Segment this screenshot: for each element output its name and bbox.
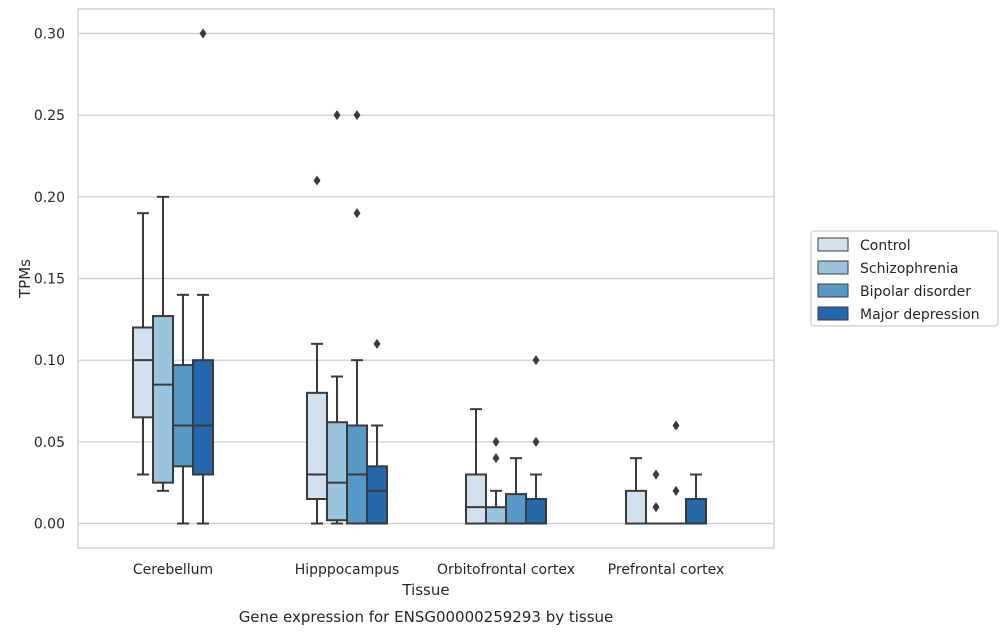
box-iqr [525, 498, 547, 525]
box-iqr [485, 506, 507, 525]
y-axis-label: TPMs [16, 259, 34, 299]
box-iqr [192, 359, 214, 476]
y-tick-label: 0.05 [34, 435, 65, 451]
outlier-point [492, 436, 500, 447]
legend-label: Bipolar disorder [860, 284, 971, 300]
outlier-point [333, 110, 341, 121]
box-schizophrenia [152, 195, 174, 492]
box-schizophrenia [326, 110, 348, 525]
outlier-point [672, 485, 680, 496]
y-tick-label: 0.10 [34, 353, 65, 369]
boxes [132, 28, 707, 525]
y-axis-ticks: 0.00 0.05 0.10 0.15 0.20 0.25 0.30 [34, 27, 65, 533]
y-tick-label: 0.20 [34, 190, 65, 206]
box-major-depression [366, 338, 388, 525]
box-major-depression [685, 473, 707, 525]
box-iqr [625, 489, 647, 525]
box-iqr [505, 493, 527, 525]
box-iqr [132, 326, 154, 419]
legend-label: Control [860, 238, 911, 254]
y-tick-label: 0.25 [34, 108, 65, 124]
box-schizophrenia [646, 469, 666, 525]
box-control [625, 457, 647, 525]
outlier-point [313, 175, 321, 186]
box-iqr [306, 391, 328, 501]
y-tick-label: 0.15 [34, 272, 65, 288]
x-tick-label: Hipppocampus [295, 562, 400, 578]
box-major-depression [525, 355, 547, 525]
legend-swatch [817, 283, 849, 298]
box-control [465, 408, 487, 525]
y-tick-label: 0.30 [34, 27, 65, 43]
legend-swatch [817, 306, 849, 321]
box-iqr [172, 364, 194, 468]
outlier-point [353, 208, 361, 219]
legend-swatch [817, 260, 849, 275]
x-axis-ticks: Cerebellum Hipppocampus Orbitofrontal cort… [133, 562, 724, 578]
legend-frame [810, 230, 999, 327]
outlier-point [672, 420, 680, 431]
legend-swatch [817, 237, 849, 252]
y-tick-label: 0.00 [34, 517, 65, 533]
outlier-point [532, 436, 540, 447]
outlier-point [353, 110, 361, 121]
outlier-point [373, 338, 381, 349]
box-bipolar-disorder [172, 293, 194, 525]
outlier-point [652, 502, 660, 513]
x-tick-label: Prefrontal cortex [608, 562, 725, 578]
box-bipolar-disorder [666, 420, 686, 525]
box-iqr [152, 315, 174, 484]
legend: Control Schizophrenia Bipolar disorder Majo… [810, 230, 999, 327]
legend-label: Schizophrenia [860, 261, 958, 277]
legend-label: Major depression [860, 307, 980, 323]
box-control [132, 212, 154, 476]
outlier-point [652, 469, 660, 480]
box-bipolar-disorder [505, 457, 527, 525]
box-control [306, 175, 328, 525]
box-iqr [685, 498, 707, 525]
box-iqr [326, 421, 348, 522]
outlier-point [492, 453, 500, 464]
box-iqr [465, 473, 487, 525]
box-major-depression [192, 28, 214, 525]
plot-frame [77, 8, 775, 549]
chart-caption: Gene expression for ENSG00000259293 by t… [239, 608, 614, 626]
box-iqr [366, 465, 388, 525]
outlier-point [532, 355, 540, 366]
x-tick-label: Orbitofrontal cortex [437, 562, 575, 578]
box-bipolar-disorder [346, 110, 368, 525]
x-tick-label: Cerebellum [133, 562, 213, 578]
box-schizophrenia [485, 436, 507, 525]
x-axis-label: Tissue [401, 581, 449, 599]
outlier-point [199, 28, 207, 39]
